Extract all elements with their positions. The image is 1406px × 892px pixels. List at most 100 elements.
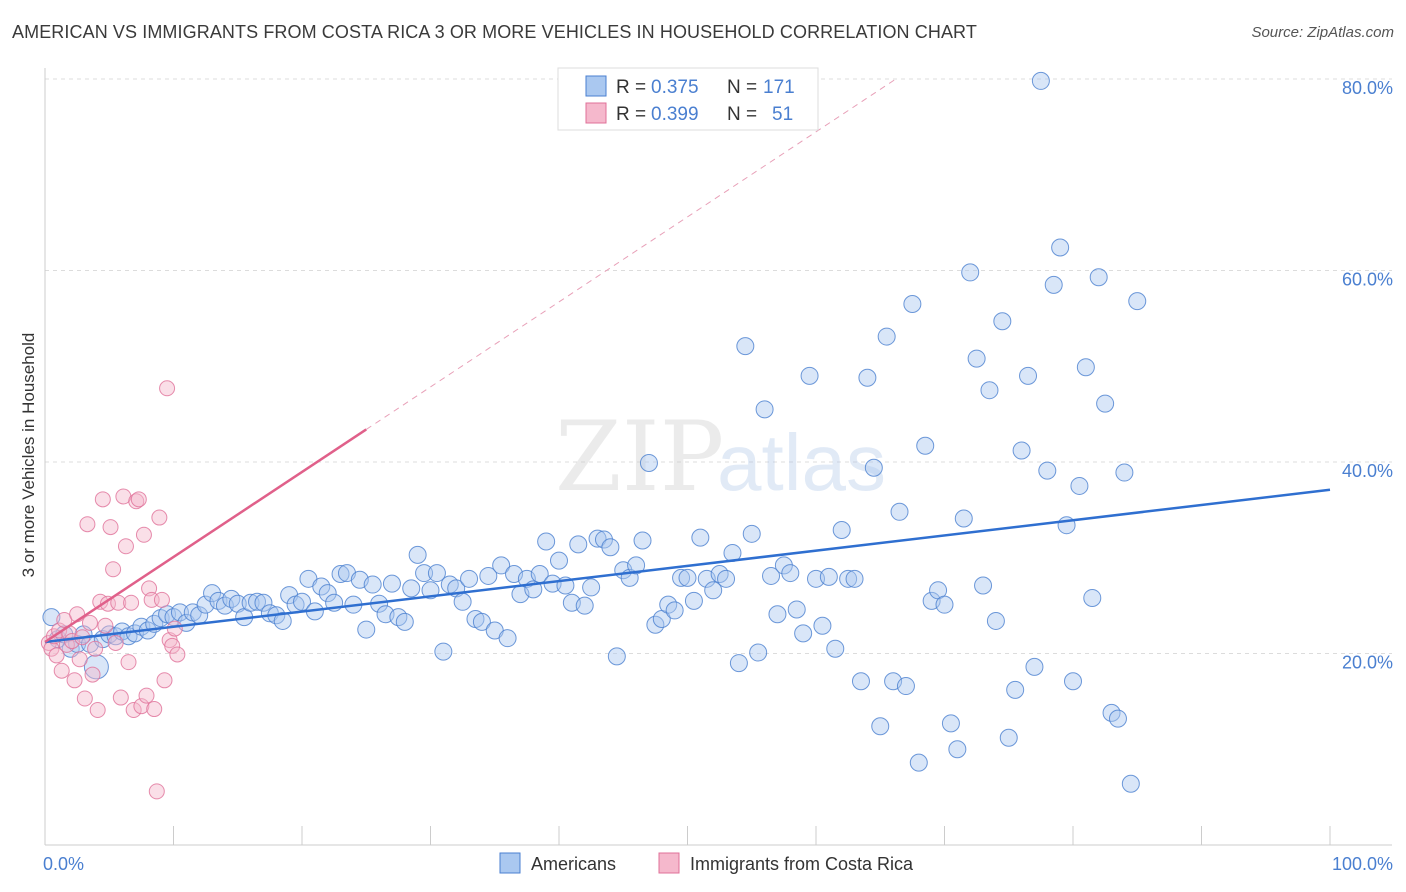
american-point: [318, 584, 337, 603]
american-point: [633, 531, 652, 550]
costa-rica-point: [97, 617, 114, 634]
american-point: [813, 616, 832, 635]
american-point: [453, 592, 472, 611]
costa-rica-point: [151, 509, 168, 526]
american-point: [248, 592, 267, 611]
american-point: [781, 564, 800, 583]
x-tick-label-0: 0.0%: [43, 854, 84, 874]
american-point: [537, 532, 556, 551]
american-point: [774, 556, 793, 575]
american-point: [363, 575, 382, 594]
american-point: [851, 672, 870, 691]
costa-rica-point: [66, 672, 83, 689]
costa-rica-point: [107, 634, 124, 651]
costa-rica-point: [166, 620, 183, 637]
american-point: [864, 458, 883, 477]
american-point: [1115, 463, 1134, 482]
american-point: [569, 535, 588, 554]
american-point: [273, 611, 292, 630]
american-point: [961, 263, 980, 282]
american-point: [434, 642, 453, 661]
american-point: [170, 603, 189, 622]
american-point: [1031, 71, 1050, 90]
american-point: [627, 556, 646, 575]
costa-rica-point: [120, 654, 137, 671]
legend-costa-rica-n: 51: [772, 104, 793, 125]
y-axis-label: 3 or more Vehicles in Household: [19, 333, 38, 578]
american-point: [832, 520, 851, 539]
legend-n-label-1: N =: [727, 77, 757, 98]
american-point: [916, 436, 935, 455]
american-point: [794, 624, 813, 643]
costa-rica-point: [112, 689, 129, 706]
costa-rica-point: [125, 701, 142, 718]
costa-rica-point: [169, 646, 186, 663]
american-point: [1108, 709, 1127, 728]
costa-rica-point: [153, 591, 170, 608]
american-point: [877, 327, 896, 346]
watermark-atlas: atlas: [717, 418, 886, 507]
american-point: [550, 551, 568, 570]
american-point: [312, 577, 331, 596]
american-point: [1019, 366, 1038, 385]
american-point: [986, 611, 1005, 630]
american-point: [935, 595, 954, 614]
american-point: [999, 728, 1018, 747]
costa-rica-trend-line: [44, 428, 367, 644]
stats-legend: R = 0.375 N = 171 R = 0.399 N = 51: [557, 67, 819, 131]
watermark-zip: ZIP: [555, 401, 724, 513]
costa-rica-point: [84, 666, 101, 683]
american-point: [717, 569, 736, 588]
costa-rica-point: [146, 701, 163, 718]
y-tick-label-60: 60.0%: [1342, 270, 1393, 290]
american-point: [768, 605, 787, 624]
american-point: [954, 509, 973, 528]
american-point: [427, 564, 446, 583]
american-point: [408, 545, 427, 564]
american-point: [254, 593, 273, 612]
american-point: [1076, 358, 1095, 377]
y-tick-label-40: 40.0%: [1342, 461, 1393, 481]
american-point: [742, 524, 761, 543]
costa-rica-point: [164, 637, 181, 654]
american-point: [1121, 774, 1140, 793]
legend-americans-r: 0.375: [651, 77, 699, 98]
trend-lines: [44, 428, 1331, 644]
costa-rica-point: [130, 491, 147, 508]
bottom-legend-costa-rica: Immigrants from Costa Rica: [690, 854, 914, 874]
american-point: [1128, 292, 1147, 311]
american-point: [607, 647, 626, 666]
american-point: [755, 400, 774, 419]
costa-rica-point: [138, 687, 155, 704]
american-point: [736, 337, 755, 356]
american-point: [993, 312, 1012, 331]
costa-rica-point: [110, 594, 127, 611]
y-tick-label-80: 80.0%: [1342, 78, 1393, 98]
costa-rica-point: [53, 662, 70, 679]
costa-rica-point: [133, 698, 150, 715]
american-point: [203, 584, 222, 603]
american-point: [582, 578, 601, 597]
costa-rica-point: [79, 516, 96, 533]
x-tick-labels: 0.0% 100.0%: [43, 854, 1393, 874]
american-point: [639, 453, 658, 472]
american-point: [415, 564, 434, 583]
costa-rica-point: [76, 690, 93, 707]
legend-r-label-2: R =: [616, 104, 646, 125]
chart-title: AMERICAN VS IMMIGRANTS FROM COSTA RICA 3…: [12, 22, 977, 42]
american-point: [402, 579, 421, 598]
american-point: [395, 612, 414, 631]
costa-rica-point: [94, 491, 111, 508]
american-point: [83, 654, 109, 680]
bottom-legend-costa-rica-swatch: [658, 852, 680, 874]
american-point: [1044, 275, 1063, 294]
legend-americans-swatch: [585, 75, 607, 97]
americans-trend-line: [44, 488, 1331, 644]
american-point: [839, 569, 858, 588]
american-point: [241, 593, 260, 612]
american-point: [588, 529, 607, 548]
costa-rica-point: [148, 783, 165, 800]
american-point: [729, 654, 748, 673]
costa-rica-point: [81, 614, 98, 631]
american-point: [749, 643, 768, 662]
